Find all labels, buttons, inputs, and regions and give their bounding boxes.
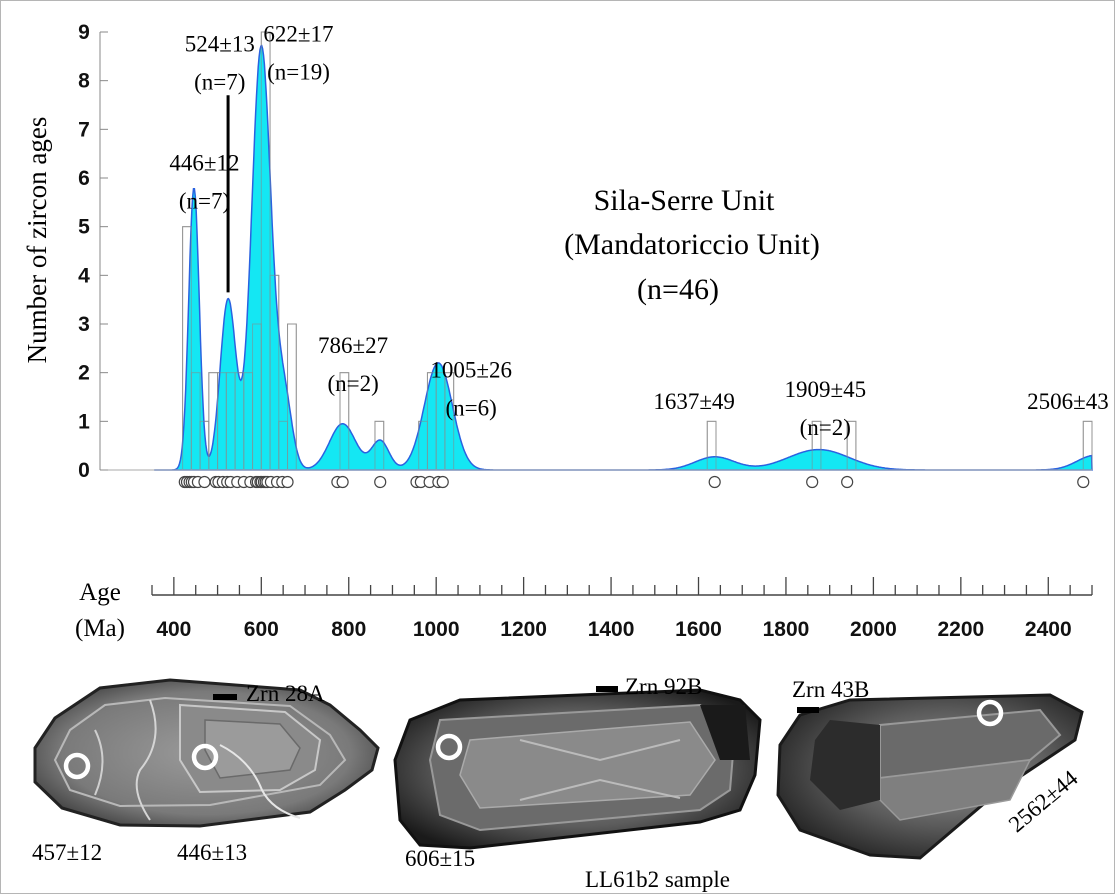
- peak-annotation-4-line-1: (n=6): [446, 396, 497, 421]
- histogram-bin-outline-21: [846, 420, 857, 470]
- age-marker-27: [336, 475, 349, 489]
- histogram-bin-outline-19: [706, 420, 717, 470]
- y-axis-label: Number of zircon ages: [22, 117, 52, 364]
- y-tick-label-7: 7: [78, 118, 90, 141]
- x-tick-label-1000: 1000: [413, 618, 460, 641]
- crystal-age-446: 446±13: [177, 840, 247, 865]
- y-tick-label-8: 8: [78, 70, 90, 93]
- age-marker-33: [436, 475, 449, 489]
- x-tick-label-800: 800: [331, 618, 366, 641]
- crystal-label-zrn-92b: Zrn 92B: [625, 674, 702, 699]
- sample-label: LL61b2 sample: [585, 867, 730, 892]
- histogram-bin-outline-20: [811, 420, 822, 470]
- age-marker-34: [708, 475, 721, 489]
- x-tick-label-1600: 1600: [675, 618, 722, 641]
- y-tick-label-1: 1: [78, 410, 90, 433]
- y-tick-label-0: 0: [78, 459, 90, 482]
- crystal-age-457: 457±12: [32, 840, 102, 865]
- peak-annotation-7-line-0: 2506±43: [1027, 389, 1109, 414]
- y-tick-label-9: 9: [78, 21, 90, 44]
- y-tick-label-5: 5: [78, 216, 90, 239]
- y-tick-label-3: 3: [78, 313, 90, 336]
- histogram-bin-outline-22: [1082, 420, 1093, 470]
- chart-title-line-1: Sila-Serre Unit: [594, 184, 775, 217]
- age-marker-35: [806, 475, 819, 489]
- histogram-bin-outline-0: [182, 226, 192, 470]
- x-axis-label-age: Age: [79, 579, 121, 606]
- x-tick-label-1400: 1400: [588, 618, 635, 641]
- crystal-label-zrn-28a: Zrn 28A: [246, 681, 325, 706]
- age-marker-37: [1077, 475, 1090, 489]
- peak-annotation-2-line-1: (n=19): [267, 60, 330, 85]
- peak-annotation-5-line-0: 1637±49: [653, 389, 735, 414]
- y-tick-label-2: 2: [78, 362, 90, 385]
- peak-annotation-6-line-1: (n=2): [800, 415, 851, 440]
- age-marker-36: [841, 475, 854, 489]
- x-tick-label-600: 600: [244, 618, 279, 641]
- y-tick-label-4: 4: [78, 264, 90, 287]
- peak-annotation-3-line-0: 786±27: [318, 333, 388, 358]
- peak-annotation-2-line-0: 622±17: [263, 22, 333, 47]
- peak-annotation-1-line-1: (n=7): [194, 69, 245, 94]
- histogram-bin-outline-14: [374, 420, 385, 470]
- x-tick-label-400: 400: [156, 618, 191, 641]
- zircon-crystal-43b: Zrn 43B 2562±44: [776, 677, 1084, 860]
- histogram-bin-outline-10: [269, 274, 280, 470]
- x-tick-label-1200: 1200: [500, 618, 547, 641]
- peak-annotation-3-line-1: (n=2): [327, 371, 378, 396]
- histogram-bin-outline-9: [260, 31, 271, 470]
- histogram-bin-outline-12: [287, 323, 297, 470]
- x-axis-label-unit: (Ma): [75, 615, 125, 642]
- y-tick-label-6: 6: [78, 167, 90, 190]
- age-marker-28: [374, 475, 387, 489]
- zircon-crystal-92b: Zrn 92B 606±15: [393, 674, 762, 871]
- chart-title-line-3: (n=46): [637, 273, 719, 306]
- peak-annotation-4-line-0: 1005±26: [430, 358, 512, 383]
- zircon-crystal-28a: Zrn 28A 457±12 446±13: [32, 678, 380, 865]
- crystal-age-606: 606±15: [405, 846, 475, 871]
- x-tick-label-2400: 2400: [1025, 618, 1072, 641]
- age-marker-6: [198, 475, 211, 489]
- peak-annotation-6-line-0: 1909±45: [784, 377, 866, 402]
- chart-title-line-2: (Mandatoriccio Unit): [564, 228, 820, 261]
- peak-annotation-0-line-1: (n=7): [179, 189, 230, 214]
- age-marker-25: [281, 475, 294, 489]
- x-tick-label-2200: 2200: [937, 618, 984, 641]
- x-tick-label-1800: 1800: [763, 618, 810, 641]
- peak-annotation-1-line-0: 524±13: [185, 31, 255, 56]
- x-tick-label-2000: 2000: [850, 618, 897, 641]
- crystal-label-zrn-43b: Zrn 43B: [792, 677, 869, 702]
